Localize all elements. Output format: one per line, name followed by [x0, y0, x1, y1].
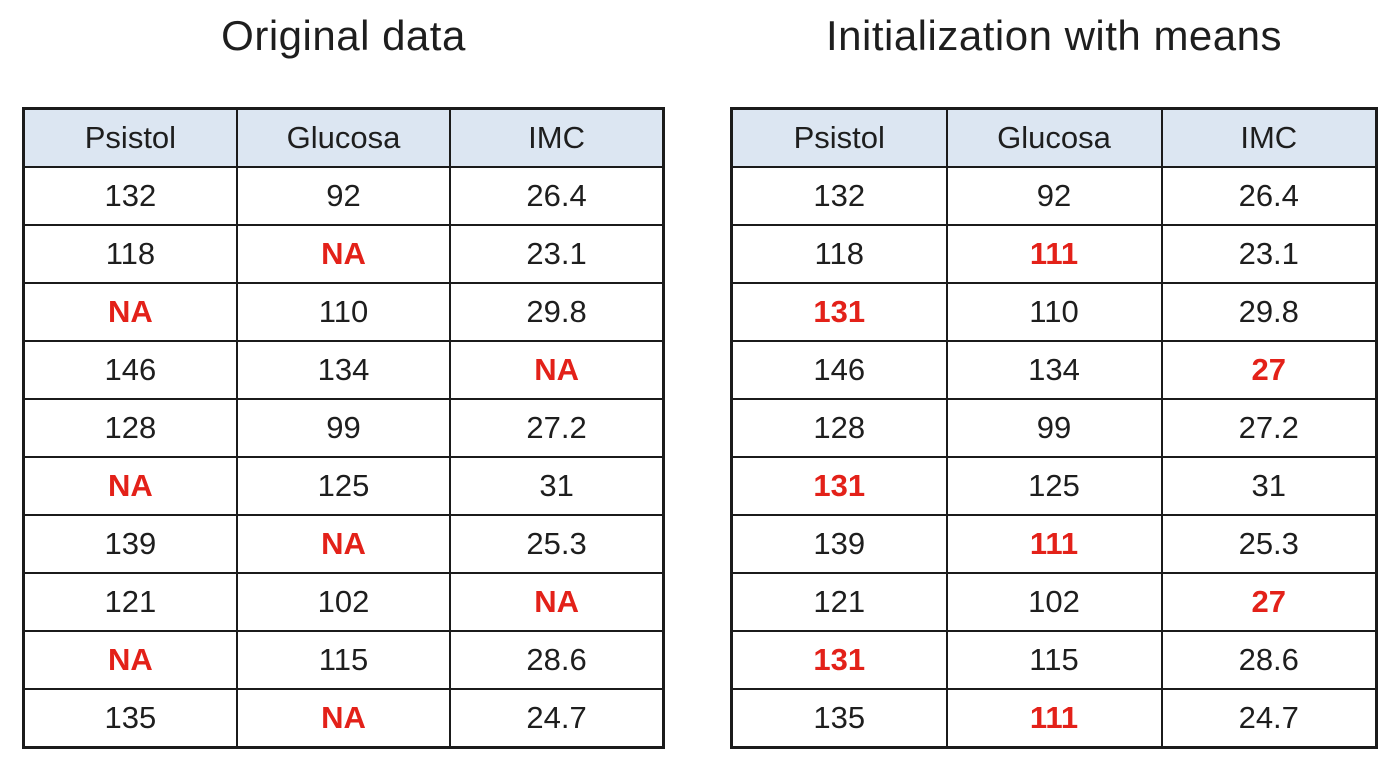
data-cell: 23.1: [1160, 224, 1378, 284]
data-cell: 31: [449, 456, 665, 516]
data-cell: 128: [22, 398, 238, 458]
data-cell: 128: [730, 398, 948, 458]
imputed-cell: 131: [730, 630, 948, 690]
data-cell: 125: [945, 456, 1163, 516]
table-row: NA 115 28.6: [22, 630, 665, 690]
data-cell: 24.7: [449, 688, 665, 749]
data-cell: 99: [945, 398, 1163, 458]
table-row: 131 110 29.8: [730, 282, 1378, 342]
imputed-cell: NA: [22, 282, 238, 342]
data-cell: 125: [235, 456, 452, 516]
imputed-cell: 131: [730, 456, 948, 516]
data-cell: 28.6: [1160, 630, 1378, 690]
data-cell: 31: [1160, 456, 1378, 516]
column-header-glucosa: Glucosa: [945, 107, 1163, 168]
table-row: 121 102 NA: [22, 572, 665, 632]
column-header-imc: IMC: [1160, 107, 1378, 168]
data-cell: 23.1: [449, 224, 665, 284]
imputed-cell: 111: [945, 514, 1163, 574]
table-row: 118 111 23.1: [730, 224, 1378, 284]
data-cell: 24.7: [1160, 688, 1378, 749]
data-cell: 139: [730, 514, 948, 574]
column-header-psistol: Psistol: [22, 107, 238, 168]
data-cell: 115: [945, 630, 1163, 690]
means-initialization-table: Psistol Glucosa IMC 132 92 26.4 118 111 23.1 131 1…: [730, 107, 1378, 749]
data-cell: 26.4: [1160, 166, 1378, 226]
original-data-title: Original data: [221, 12, 466, 59]
data-cell: 25.3: [449, 514, 665, 574]
data-cell: 118: [22, 224, 238, 284]
data-cell: 134: [235, 340, 452, 400]
data-cell: 28.6: [449, 630, 665, 690]
data-cell: 29.8: [449, 282, 665, 342]
table-row: 132 92 26.4: [730, 166, 1378, 226]
data-cell: 92: [945, 166, 1163, 226]
table-row: 128 99 27.2: [22, 398, 665, 458]
data-cell: 26.4: [449, 166, 665, 226]
imputed-cell: 27: [1160, 572, 1378, 632]
imputed-cell: NA: [235, 688, 452, 749]
data-cell: 92: [235, 166, 452, 226]
imputed-cell: NA: [22, 630, 238, 690]
table-row: 139 NA 25.3: [22, 514, 665, 574]
data-cell: 121: [730, 572, 948, 632]
table-row: 135 NA 24.7: [22, 688, 665, 749]
imputed-cell: NA: [22, 456, 238, 516]
table-row: 131 115 28.6: [730, 630, 1378, 690]
data-cell: 29.8: [1160, 282, 1378, 342]
data-cell: 110: [945, 282, 1163, 342]
imputed-cell: 111: [945, 224, 1163, 284]
imputed-cell: 27: [1160, 340, 1378, 400]
data-cell: 132: [22, 166, 238, 226]
data-cell: 102: [235, 572, 452, 632]
table-row: 121 102 27: [730, 572, 1378, 632]
data-cell: 135: [22, 688, 238, 749]
column-header-psistol: Psistol: [730, 107, 948, 168]
header-row: Psistol Glucosa IMC: [730, 107, 1378, 168]
data-cell: 139: [22, 514, 238, 574]
original-data-table: Psistol Glucosa IMC 132 92 26.4 118 NA 23.1 NA 110…: [22, 107, 665, 749]
data-cell: 134: [945, 340, 1163, 400]
data-cell: 25.3: [1160, 514, 1378, 574]
data-cell: 121: [22, 572, 238, 632]
table-row: 118 NA 23.1: [22, 224, 665, 284]
imputed-cell: 131: [730, 282, 948, 342]
data-cell: 110: [235, 282, 452, 342]
data-cell: 132: [730, 166, 948, 226]
data-cell: 99: [235, 398, 452, 458]
data-cell: 135: [730, 688, 948, 749]
table-row: 146 134 27: [730, 340, 1378, 400]
column-header-imc: IMC: [449, 107, 665, 168]
table-row: 146 134 NA: [22, 340, 665, 400]
header-row: Psistol Glucosa IMC: [22, 107, 665, 168]
data-cell: 102: [945, 572, 1163, 632]
table-row: 132 92 26.4: [22, 166, 665, 226]
data-cell: 146: [730, 340, 948, 400]
data-cell: 115: [235, 630, 452, 690]
table-row: 139 111 25.3: [730, 514, 1378, 574]
imputed-cell: NA: [449, 340, 665, 400]
table-row: 128 99 27.2: [730, 398, 1378, 458]
original-data-panel: Original data Psistol Glucosa IMC 132 92 26.4…: [22, 0, 665, 749]
data-cell: 27.2: [449, 398, 665, 458]
table-row: 131 125 31: [730, 456, 1378, 516]
imputed-cell: NA: [449, 572, 665, 632]
table-row: NA 110 29.8: [22, 282, 665, 342]
data-cell: 27.2: [1160, 398, 1378, 458]
imputed-cell: 111: [945, 688, 1163, 749]
column-header-glucosa: Glucosa: [235, 107, 452, 168]
table-row: NA 125 31: [22, 456, 665, 516]
means-initialization-panel: Initialization with means Psistol Glucosa…: [730, 0, 1378, 749]
data-cell: 118: [730, 224, 948, 284]
means-initialization-title: Initialization with means: [825, 12, 1283, 59]
imputed-cell: NA: [235, 514, 452, 574]
data-cell: 146: [22, 340, 238, 400]
imputed-cell: NA: [235, 224, 452, 284]
table-row: 135 111 24.7: [730, 688, 1378, 749]
